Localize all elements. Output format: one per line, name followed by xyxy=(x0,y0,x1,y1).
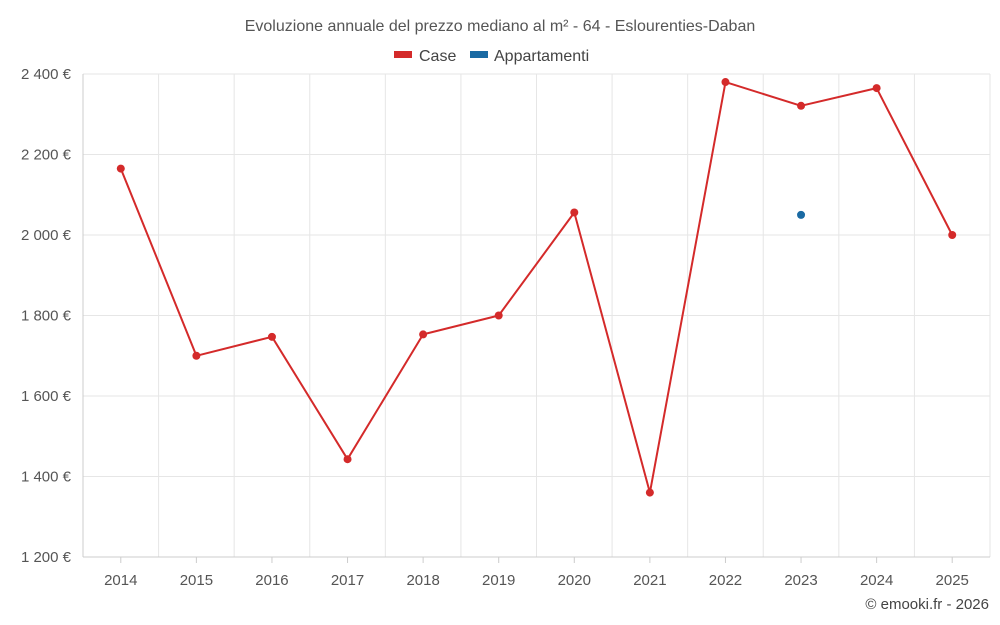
series-appartamenti xyxy=(797,210,806,219)
legend-item-appartamenti[interactable]: Appartamenti xyxy=(470,48,589,65)
y-tick-label: 1 400 € xyxy=(21,469,72,486)
x-tick-label: 2019 xyxy=(482,572,515,589)
data-point[interactable] xyxy=(645,488,654,497)
legend-label-appartamenti: Appartamenti xyxy=(494,48,589,65)
gridlines xyxy=(83,73,991,557)
legend-label-case: Case xyxy=(419,48,456,65)
data-point[interactable] xyxy=(419,330,428,339)
x-tick-label: 2015 xyxy=(180,572,213,589)
credit-text: © emooki.fr - 2026 xyxy=(865,596,989,613)
x-tick-label: 2022 xyxy=(709,572,742,589)
data-point[interactable] xyxy=(267,332,276,341)
x-tick-label: 2017 xyxy=(331,572,364,589)
x-tick-label: 2023 xyxy=(784,572,817,589)
data-point[interactable] xyxy=(116,164,125,173)
legend-swatch-case xyxy=(394,51,412,58)
series-case xyxy=(116,78,957,497)
data-point[interactable] xyxy=(192,351,201,360)
x-axis-ticks: 2014 2015 2016 2017 2018 2019 2020 2021 2022 2023… xyxy=(104,557,969,589)
y-tick-label: 1 600 € xyxy=(21,388,72,405)
y-tick-label: 2 000 € xyxy=(21,227,72,244)
data-point[interactable] xyxy=(797,210,806,219)
y-tick-label: 1 200 € xyxy=(21,549,72,566)
x-tick-label: 2021 xyxy=(633,572,666,589)
legend: Case Appartamenti xyxy=(394,48,589,65)
y-tick-label: 2 400 € xyxy=(21,66,72,83)
x-tick-label: 2020 xyxy=(558,572,591,589)
y-axis-ticks: 1 200 € 1 400 € 1 600 € 1 800 € 2 000 € 2 200… xyxy=(21,66,72,566)
legend-item-case[interactable]: Case xyxy=(394,48,456,65)
y-tick-label: 2 200 € xyxy=(21,147,72,164)
axes xyxy=(82,74,990,558)
data-point[interactable] xyxy=(343,455,352,464)
data-point[interactable] xyxy=(872,84,881,93)
legend-swatch-appartamenti xyxy=(470,51,488,58)
data-point[interactable] xyxy=(948,231,957,239)
data-point[interactable] xyxy=(570,208,579,217)
x-tick-label: 2018 xyxy=(406,572,439,589)
x-tick-label: 2016 xyxy=(255,572,288,589)
x-tick-label: 2024 xyxy=(860,572,893,589)
series xyxy=(116,78,957,497)
data-point[interactable] xyxy=(721,78,730,87)
data-point[interactable] xyxy=(494,311,503,320)
chart-title: Evoluzione annuale del prezzo mediano al… xyxy=(245,18,756,35)
x-tick-label: 2025 xyxy=(936,572,969,589)
series-line-case xyxy=(119,81,954,494)
x-tick-label: 2014 xyxy=(104,572,137,589)
data-point[interactable] xyxy=(797,101,806,110)
y-tick-label: 1 800 € xyxy=(21,308,72,325)
